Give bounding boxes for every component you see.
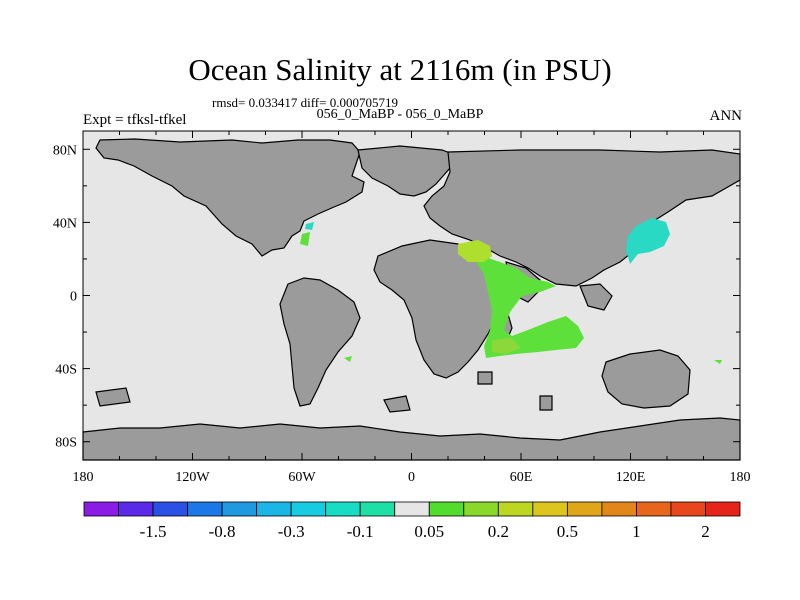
colorbar-label: -0.8 — [209, 522, 236, 541]
salinity-anomaly-fields — [300, 218, 722, 364]
anomaly-region-east-asia — [626, 218, 670, 264]
land-island-kerguelen — [539, 395, 553, 411]
x-tick-label: 0 — [408, 470, 415, 485]
x-tick-label: 60E — [510, 470, 533, 485]
anomaly-region-indian-south — [492, 338, 520, 354]
y-tick-label: 80S — [55, 436, 77, 451]
x-tick-label: 120W — [175, 470, 210, 485]
land-southeast-asia — [579, 283, 613, 311]
colorbar-label: 1 — [632, 522, 641, 541]
colorbar-label: 0.5 — [557, 522, 578, 541]
y-axis-ticks: 80N 40N 0 40S 80S — [53, 143, 740, 451]
colorbar-box — [221, 501, 258, 517]
anomaly-speck-pacific — [714, 360, 722, 364]
anomaly-speck-north-atlantic — [305, 222, 314, 230]
colorbar-label: -1.5 — [140, 522, 167, 541]
land-greenland — [357, 145, 459, 197]
colorbar-box — [601, 501, 637, 517]
y-tick-label: 0 — [70, 290, 77, 305]
x-tick-label: 180 — [73, 470, 94, 485]
anomaly-region-arabia — [458, 240, 492, 262]
colorbar-box — [256, 501, 292, 517]
y-tick-label: 80N — [53, 143, 77, 158]
land-antarctica — [82, 417, 741, 461]
colorbar: -1.5 -0.8 -0.3 -0.1 0.05 0.2 0.5 1 2 — [83, 501, 741, 541]
colorbar-box — [83, 501, 119, 517]
colorbar-box — [705, 501, 741, 517]
experiment-label: Expt = tfksl-tfkel — [83, 112, 187, 128]
land-australia — [601, 349, 691, 409]
colorbar-label: -0.1 — [347, 522, 374, 541]
anomaly-speck-atlantic — [300, 232, 310, 246]
season-label: ANN — [709, 108, 743, 124]
y-tick-label: 40S — [55, 363, 77, 378]
colorbar-label: 0.05 — [414, 522, 444, 541]
land-island-south-atlantic — [477, 371, 493, 385]
colorbar-box — [566, 501, 603, 517]
colorbar-box — [359, 501, 396, 517]
x-tick-label: 120E — [616, 470, 646, 485]
colorbar-label: -0.3 — [278, 522, 305, 541]
colorbar-box — [532, 501, 568, 517]
colorbar-box — [325, 501, 361, 517]
subtitle: 056_0_MaBP - 056_0_MaBP — [316, 107, 484, 122]
colorbar-box — [636, 501, 672, 517]
colorbar-label: 2 — [701, 522, 710, 541]
colorbar-box — [118, 501, 154, 517]
land-island-antarctic-peninsula — [383, 395, 411, 413]
map-panel: 180 120W 60W 0 60E 120E 180 80N 40N 0 40S 80S — [53, 130, 751, 485]
x-axis-ticks: 180 120W 60W 0 60E 120E 180 — [73, 131, 751, 485]
colorbar-box — [670, 501, 706, 517]
anomaly-speck-south-atlantic — [344, 356, 352, 362]
land-island-south-pacific — [95, 387, 131, 407]
stats-text: rmsd= 0.033417 diff= 0.000705719 — [212, 95, 398, 110]
land-north-america — [95, 138, 365, 257]
colorbar-box — [152, 501, 188, 517]
plot-title: Ocean Salinity at 2116m (in PSU) — [188, 52, 612, 87]
colorbar-label: 0.2 — [488, 522, 509, 541]
x-tick-label: 180 — [730, 470, 751, 485]
y-tick-label: 40N — [53, 216, 77, 231]
x-tick-label: 60W — [288, 470, 316, 485]
colorbar-box — [463, 501, 499, 517]
colorbar-box — [187, 501, 223, 517]
colorbar-box — [394, 501, 430, 517]
colorbar-box — [428, 501, 465, 517]
colorbar-box — [290, 501, 327, 517]
colorbar-box — [497, 501, 534, 517]
anomaly-region-tethys — [476, 256, 584, 358]
land-south-america — [279, 277, 361, 407]
